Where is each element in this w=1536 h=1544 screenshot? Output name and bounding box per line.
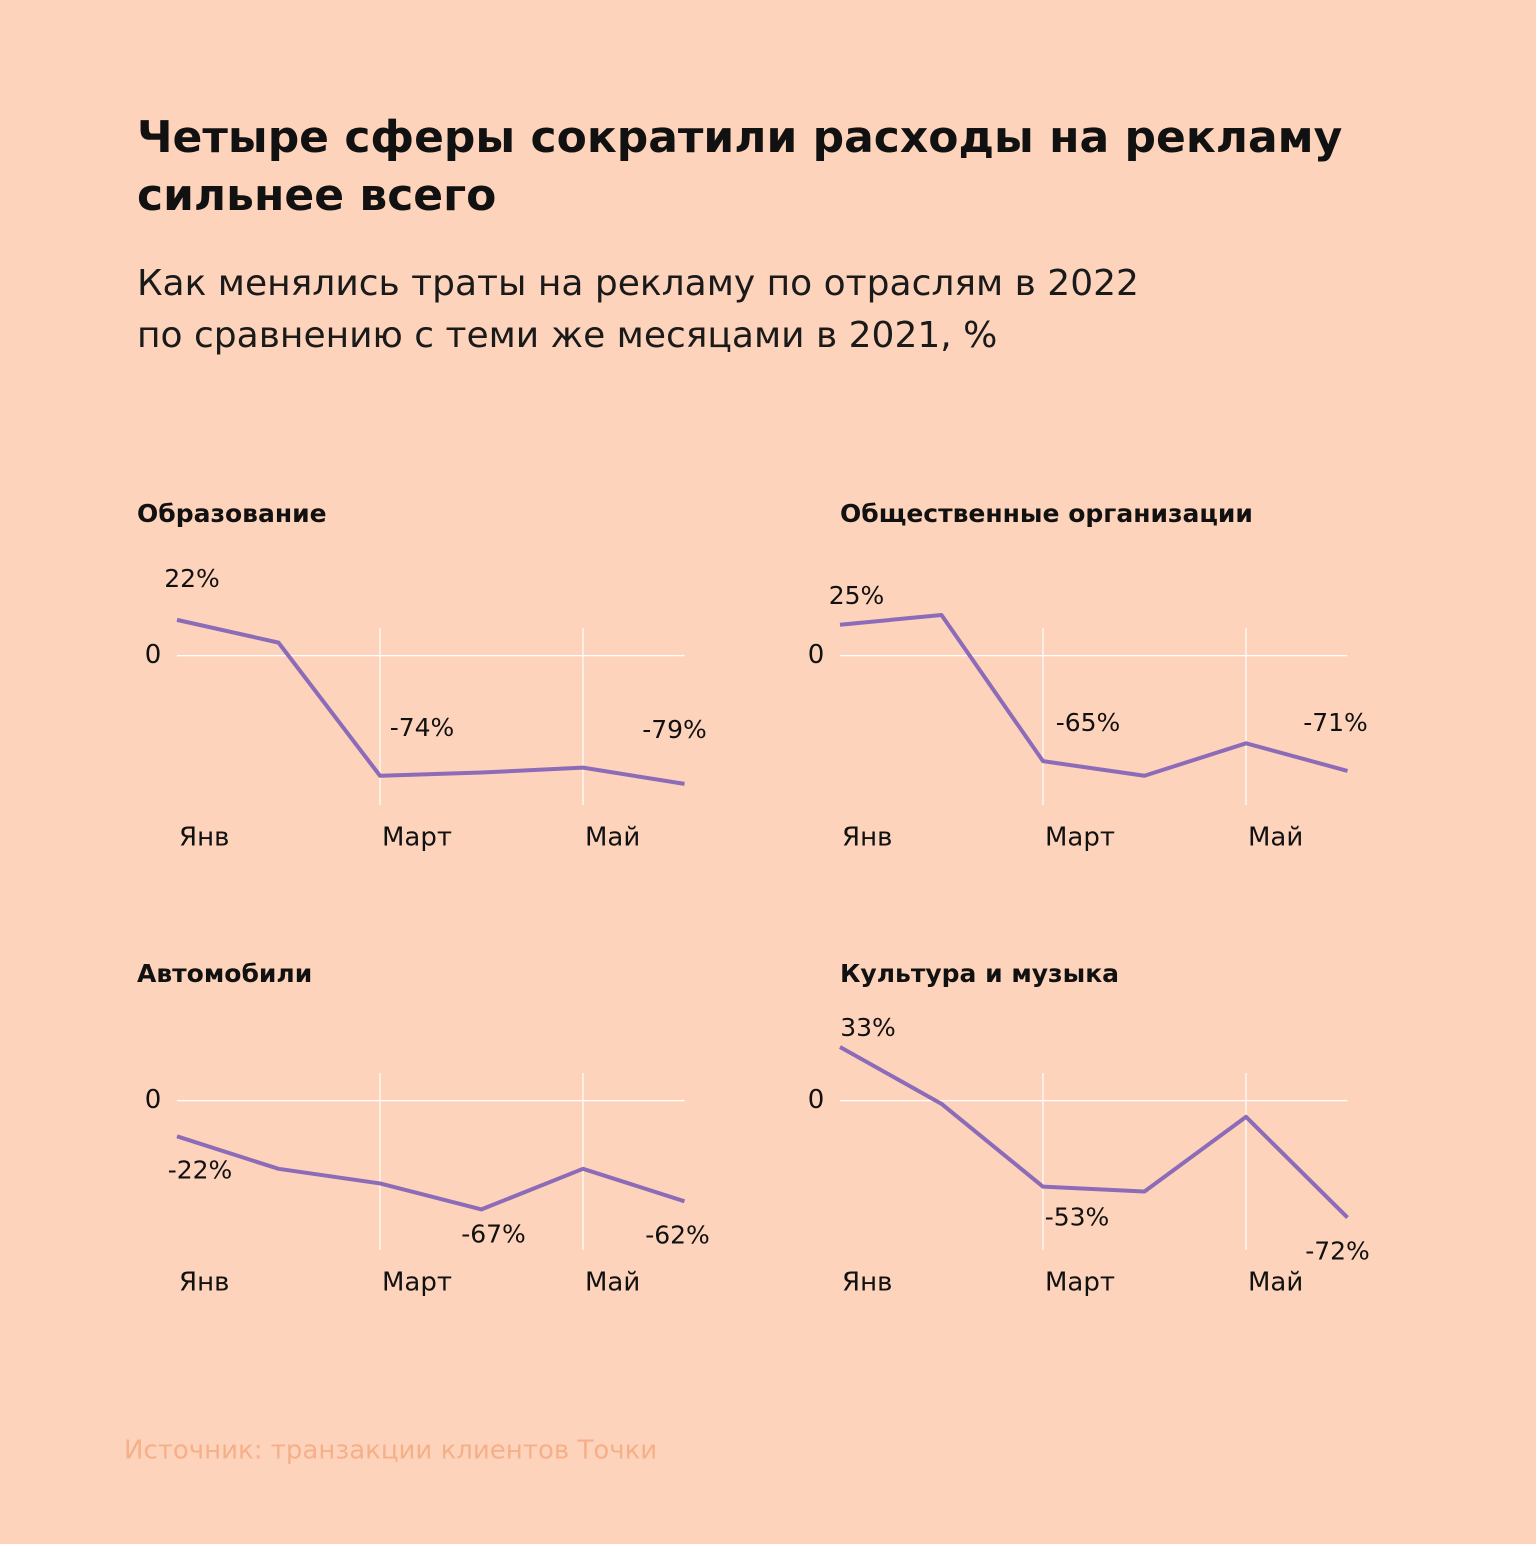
subtitle-line: по сравнению с теми же месяцами в 2021, … — [137, 315, 997, 356]
panel-title: Образование — [137, 499, 327, 528]
source: Источник: транзакции клиентов Точки — [124, 1436, 657, 1466]
panel-title: Автомобили — [137, 959, 312, 988]
value-label: -62% — [645, 1220, 710, 1249]
value-label: -22% — [168, 1155, 233, 1184]
value-label: -71% — [1303, 708, 1368, 737]
value-label: 25% — [829, 581, 885, 610]
title-line: Четыре сферы сократили расходы на реклам… — [137, 112, 1342, 163]
subtitle-line: Как менялись траты на рекламу по отрасля… — [137, 263, 1139, 304]
value-label: -74% — [390, 713, 455, 742]
series-line — [176, 1134, 686, 1212]
value-label: -65% — [1056, 708, 1121, 737]
value-label: -67% — [461, 1219, 526, 1248]
value-label: 22% — [164, 564, 220, 593]
x-tick-label: Март — [382, 823, 452, 853]
panel-title: Общественные организации — [840, 499, 1253, 528]
x-tick-label: Май — [1248, 823, 1303, 853]
title-line: сильнее всего — [137, 170, 496, 221]
x-tick-label: Март — [1045, 1268, 1115, 1298]
value-label: 33% — [840, 1013, 896, 1042]
x-tick-label: Янв — [179, 823, 229, 853]
panel-title: Культура и музыка — [840, 959, 1119, 988]
x-tick-label: Март — [382, 1268, 452, 1298]
series-line — [176, 617, 685, 786]
series-line — [839, 613, 1349, 778]
x-tick-label: Март — [1045, 823, 1115, 853]
y-tick-label: 0 — [808, 640, 825, 670]
x-tick-label: Янв — [842, 823, 892, 853]
series-line — [839, 1045, 1349, 1219]
x-tick-label: Янв — [842, 1268, 892, 1298]
x-tick-label: Май — [1248, 1268, 1303, 1298]
value-label: -72% — [1305, 1237, 1370, 1266]
x-tick-label: Янв — [179, 1268, 229, 1298]
value-label: -79% — [642, 715, 707, 744]
x-tick-label: Май — [585, 823, 640, 853]
y-tick-label: 0 — [145, 640, 162, 670]
x-tick-label: Май — [585, 1268, 640, 1298]
value-label: -53% — [1045, 1203, 1110, 1232]
y-tick-label: 0 — [808, 1085, 825, 1115]
y-tick-label: 0 — [145, 1085, 162, 1115]
